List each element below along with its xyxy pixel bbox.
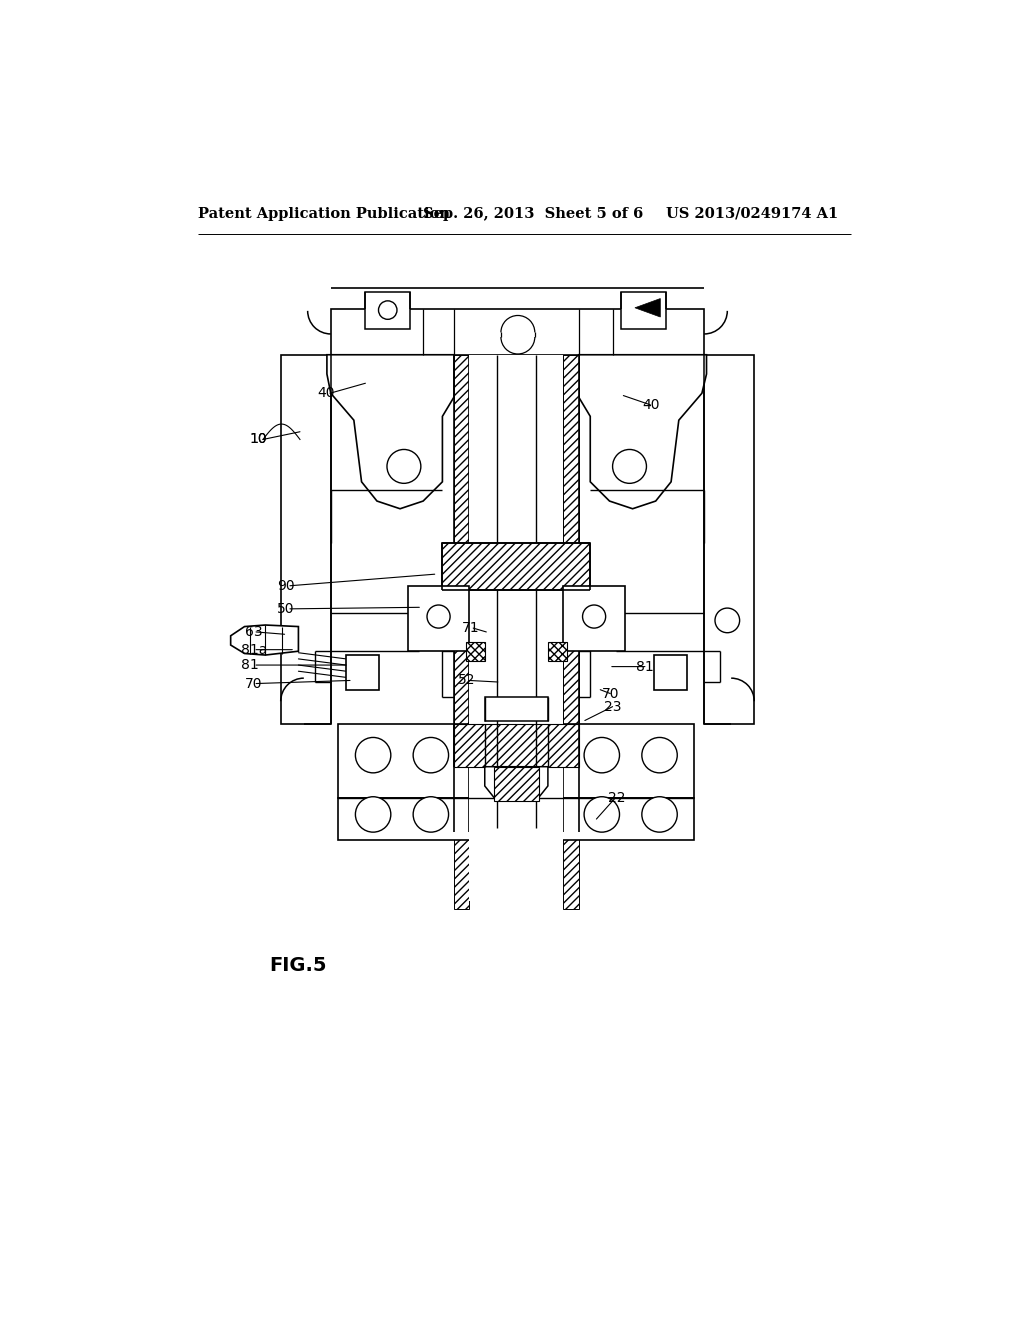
Bar	[548, 642, 567, 661]
Circle shape	[642, 738, 677, 774]
Circle shape	[413, 738, 449, 774]
Circle shape	[642, 797, 677, 832]
Bar	[563, 355, 579, 909]
Text: 52: 52	[458, 673, 475, 688]
Text: Patent Application Publication: Patent Application Publication	[199, 207, 451, 220]
Text: 40: 40	[643, 397, 660, 412]
Bar	[705, 355, 755, 725]
Text: 70: 70	[602, 686, 620, 701]
Bar	[339, 797, 694, 840]
Circle shape	[584, 738, 620, 774]
Circle shape	[387, 449, 421, 483]
Bar	[442, 544, 590, 590]
Bar	[484, 697, 548, 721]
Bar	[469, 355, 563, 902]
Bar	[331, 309, 705, 355]
Bar	[281, 355, 331, 725]
Text: 23: 23	[604, 700, 622, 714]
Text: FIG.5: FIG.5	[269, 956, 327, 975]
Text: 10: 10	[250, 433, 267, 446]
Circle shape	[413, 797, 449, 832]
Text: 22: 22	[608, 791, 626, 804]
Bar	[466, 642, 484, 661]
Text: 81a: 81a	[241, 643, 267, 656]
Bar	[346, 655, 379, 689]
Bar	[494, 767, 539, 801]
Circle shape	[355, 797, 391, 832]
Circle shape	[584, 797, 620, 832]
Polygon shape	[484, 767, 548, 797]
Text: 81: 81	[637, 660, 654, 673]
Polygon shape	[327, 355, 454, 508]
Text: 90: 90	[276, 578, 295, 593]
Circle shape	[715, 609, 739, 632]
Text: US 2013/0249174 A1: US 2013/0249174 A1	[666, 207, 838, 220]
Polygon shape	[579, 355, 707, 508]
Bar	[484, 767, 548, 797]
Bar	[621, 292, 666, 329]
Bar	[339, 725, 473, 797]
Text: 50: 50	[276, 602, 294, 616]
Bar	[366, 292, 410, 329]
Circle shape	[612, 449, 646, 483]
Text: 81: 81	[241, 659, 258, 672]
Bar	[454, 355, 469, 909]
Bar	[654, 655, 686, 689]
Bar	[563, 586, 625, 651]
Bar	[497, 355, 537, 855]
Text: 70: 70	[245, 677, 262, 690]
Text: 40: 40	[316, 387, 335, 400]
Circle shape	[427, 605, 451, 628]
Circle shape	[379, 301, 397, 319]
Polygon shape	[635, 298, 660, 317]
Bar	[454, 725, 579, 767]
Text: 71: 71	[462, 622, 479, 635]
Text: Sep. 26, 2013  Sheet 5 of 6: Sep. 26, 2013 Sheet 5 of 6	[423, 207, 643, 220]
Polygon shape	[230, 626, 298, 655]
Text: 10: 10	[250, 433, 267, 446]
Bar	[559, 725, 694, 797]
Text: 63: 63	[245, 624, 262, 639]
Circle shape	[355, 738, 391, 774]
Circle shape	[583, 605, 605, 628]
Bar	[408, 586, 469, 651]
